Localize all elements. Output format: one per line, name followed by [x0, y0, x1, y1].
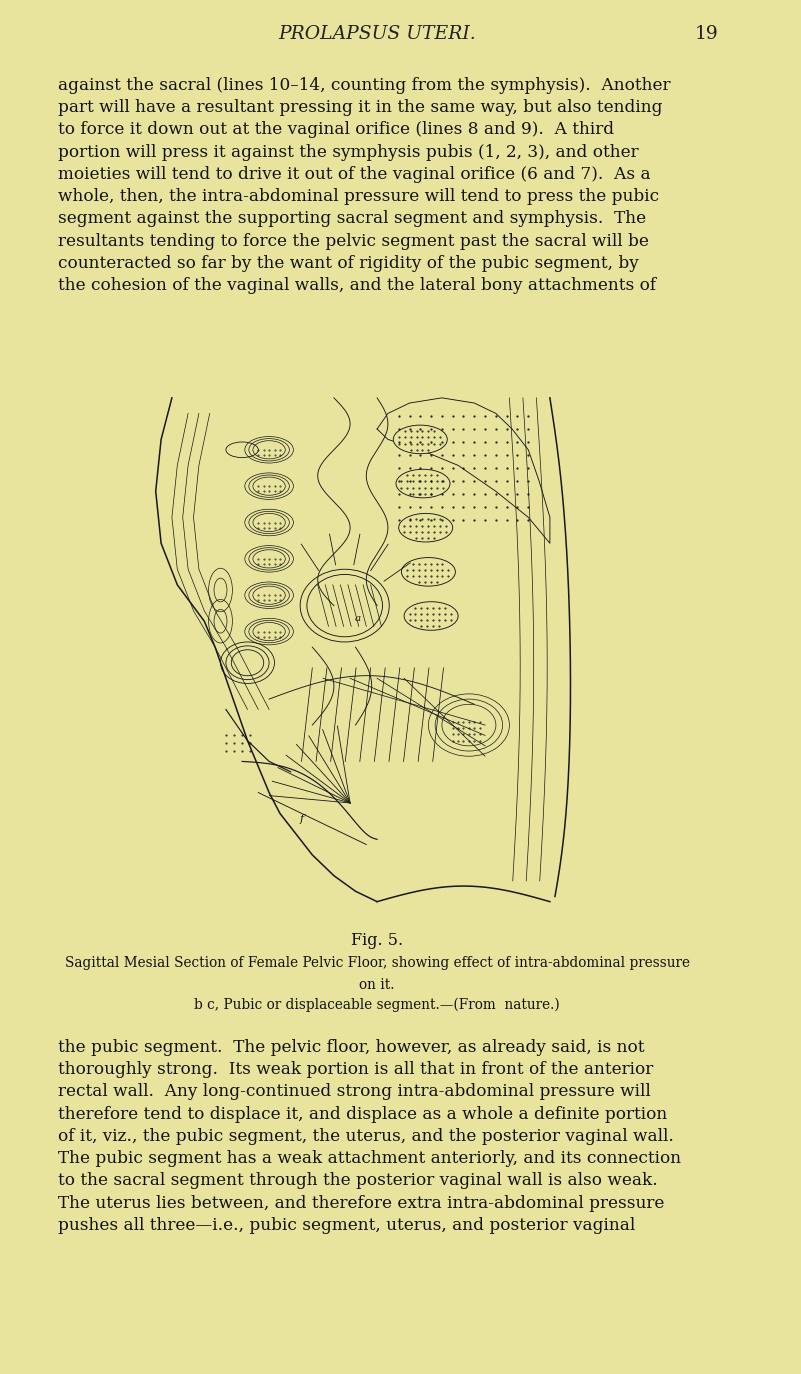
Ellipse shape	[401, 558, 456, 587]
Text: a: a	[355, 614, 361, 622]
Text: portion will press it against the symphysis pubis (1, 2, 3), and other: portion will press it against the symphy…	[58, 144, 639, 161]
Text: PROLAPSUS UTERI.: PROLAPSUS UTERI.	[278, 25, 476, 43]
Ellipse shape	[404, 602, 458, 631]
Text: moieties will tend to drive it out of the vaginal orifice (6 and 7).  As a: moieties will tend to drive it out of th…	[58, 166, 651, 183]
Text: resultants tending to force the pelvic segment past the sacral will be: resultants tending to force the pelvic s…	[58, 232, 650, 250]
Text: Sagittal Mesial Section of Female Pelvic Floor, showing effect of intra-abdomina: Sagittal Mesial Section of Female Pelvic…	[65, 956, 690, 970]
Text: whole, then, the intra-abdominal pressure will tend to press the pubic: whole, then, the intra-abdominal pressur…	[58, 188, 659, 205]
Ellipse shape	[393, 425, 447, 453]
Text: 19: 19	[694, 25, 718, 43]
Text: to force it down out at the vaginal orifice (lines 8 and 9).  A third: to force it down out at the vaginal orif…	[58, 121, 614, 139]
Text: on it.: on it.	[360, 978, 395, 992]
Text: the cohesion of the vaginal walls, and the lateral bony attachments of: the cohesion of the vaginal walls, and t…	[58, 278, 657, 294]
Text: to the sacral segment through the posterior vaginal wall is also weak.: to the sacral segment through the poster…	[58, 1172, 658, 1190]
Text: The pubic segment has a weak attachment anteriorly, and its connection: The pubic segment has a weak attachment …	[58, 1150, 682, 1167]
Text: Fig. 5.: Fig. 5.	[351, 932, 403, 948]
Text: segment against the supporting sacral segment and symphysis.  The: segment against the supporting sacral se…	[58, 210, 646, 228]
Text: rectal wall.  Any long-continued strong intra-abdominal pressure will: rectal wall. Any long-continued strong i…	[58, 1083, 651, 1101]
Text: b c, Pubic or displaceable segment.—(From  nature.): b c, Pubic or displaceable segment.—(Fro…	[194, 998, 560, 1011]
Text: The uterus lies between, and therefore extra intra-abdominal pressure: The uterus lies between, and therefore e…	[58, 1194, 665, 1212]
Text: against the sacral (lines 10–14, counting from the symphysis).  Another: against the sacral (lines 10–14, countin…	[58, 77, 671, 93]
Ellipse shape	[399, 514, 453, 541]
Text: the pubic segment.  The pelvic floor, however, as already said, is not: the pubic segment. The pelvic floor, how…	[58, 1039, 645, 1055]
Text: thoroughly strong.  Its weak portion is all that in front of the anterior: thoroughly strong. Its weak portion is a…	[58, 1061, 654, 1079]
Text: pushes all three—i.e., pubic segment, uterus, and posterior vaginal: pushes all three—i.e., pubic segment, ut…	[58, 1217, 636, 1234]
Ellipse shape	[396, 470, 450, 497]
Text: f: f	[300, 813, 304, 823]
Text: therefore tend to displace it, and displace as a whole a definite portion: therefore tend to displace it, and displ…	[58, 1106, 667, 1123]
Text: counteracted so far by the want of rigidity of the pubic segment, by: counteracted so far by the want of rigid…	[58, 256, 639, 272]
Text: part will have a resultant pressing it in the same way, but also tending: part will have a resultant pressing it i…	[58, 99, 663, 117]
Text: of it, viz., the pubic segment, the uterus, and the posterior vaginal wall.: of it, viz., the pubic segment, the uter…	[58, 1128, 674, 1145]
